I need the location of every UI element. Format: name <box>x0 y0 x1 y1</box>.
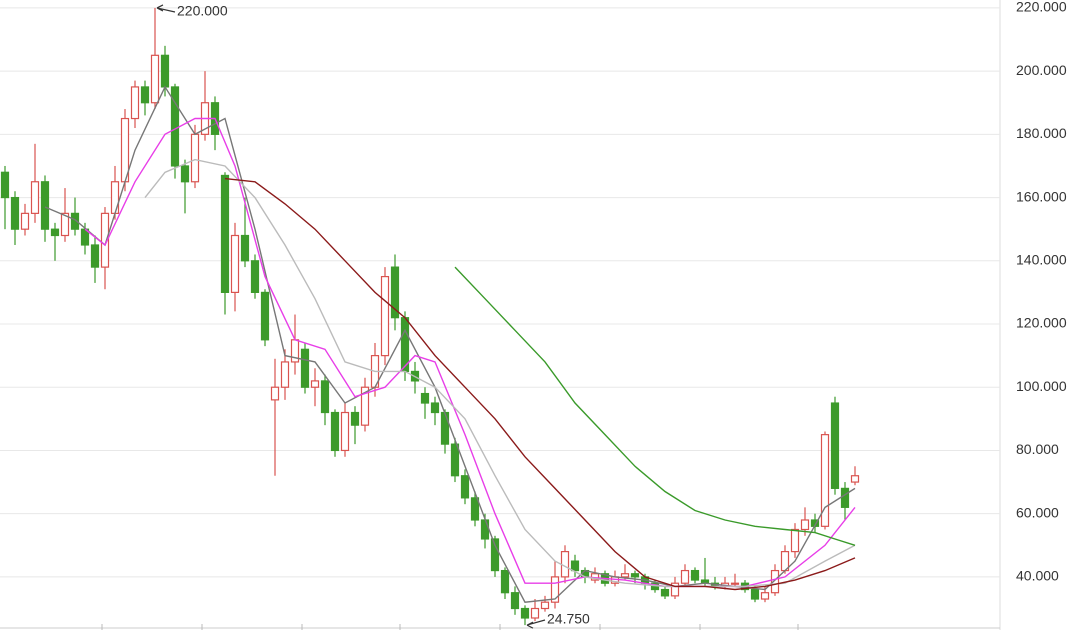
candle-body <box>510 592 520 610</box>
candle-body <box>110 181 120 214</box>
candle-body <box>440 411 450 445</box>
candle-body <box>840 487 850 508</box>
y-tick-label: 60.000 <box>1016 504 1059 520</box>
y-tick-label: 80.000 <box>1016 441 1059 457</box>
candle-body <box>520 607 530 619</box>
candle-body <box>150 54 160 104</box>
candle-body <box>470 497 480 521</box>
y-tick-label: 180.000 <box>1016 125 1067 141</box>
candle-body <box>160 54 170 88</box>
candle-body <box>490 538 500 572</box>
y-tick-label: 100.000 <box>1016 378 1067 394</box>
candle-body <box>320 380 330 414</box>
annotation-arrow <box>526 619 546 629</box>
candle-body <box>380 275 390 357</box>
candle-body <box>820 434 830 527</box>
moving-average-line <box>44 85 856 603</box>
candle-body <box>670 582 680 597</box>
y-tick-label: 140.000 <box>1016 251 1067 267</box>
candle-body <box>300 348 310 388</box>
moving-average-line <box>144 158 856 588</box>
candle-body <box>250 260 260 293</box>
candle-body <box>620 573 630 578</box>
candle-body <box>350 411 360 426</box>
candle-body <box>690 569 700 581</box>
moving-average-line <box>454 266 856 546</box>
candle-body <box>500 569 510 594</box>
candle-body <box>630 573 640 578</box>
candle-body <box>310 380 320 388</box>
moving-average-line <box>84 117 856 588</box>
candle-body <box>540 601 550 610</box>
candle-body <box>130 86 140 120</box>
candle-body <box>660 588 670 597</box>
moving-average-line <box>224 177 856 591</box>
y-tick-label: 120.000 <box>1016 315 1067 331</box>
candle-body <box>450 443 460 477</box>
candle-body <box>230 234 240 293</box>
candle-body <box>420 392 430 404</box>
candle-body <box>190 133 200 183</box>
candle-body <box>280 361 290 388</box>
candle-body <box>850 475 860 483</box>
y-tick-label: 220.000 <box>1016 0 1067 15</box>
candle-body <box>100 212 110 268</box>
candle-body <box>180 165 190 183</box>
candle-body <box>10 196 20 230</box>
candle-body <box>90 244 100 268</box>
candle-body <box>790 528 800 553</box>
candle-body <box>560 551 570 578</box>
candle-body <box>570 560 580 572</box>
candle-body <box>0 171 10 199</box>
y-tick-label: 200.000 <box>1016 62 1067 78</box>
y-tick-label: 40.000 <box>1016 568 1059 584</box>
candle-body <box>260 291 270 341</box>
candle-body <box>20 212 30 230</box>
candle-body <box>390 266 400 319</box>
candle-body <box>70 212 80 230</box>
x-axis-ticks <box>101 624 799 630</box>
candle-body <box>340 411 350 452</box>
candle-body <box>770 569 780 594</box>
candle-body <box>430 402 440 414</box>
candle-body <box>530 607 540 619</box>
candle-body <box>80 228 90 246</box>
candle-body <box>220 174 230 293</box>
candle-body <box>750 588 760 600</box>
candle-body <box>240 234 250 262</box>
y-tick-label: 160.000 <box>1016 188 1067 204</box>
candle-body <box>550 576 560 603</box>
candle-body <box>800 519 810 531</box>
candle-body <box>760 592 770 600</box>
candle-body <box>460 475 470 499</box>
candle-body <box>360 386 370 426</box>
annotation-arrow <box>156 4 176 13</box>
candle-body <box>270 386 280 401</box>
candle-body <box>830 402 840 489</box>
candle-body <box>30 181 40 214</box>
candle-body <box>40 181 50 230</box>
candle-body <box>480 519 490 540</box>
candle-body <box>140 86 150 104</box>
candle-body <box>60 212 70 237</box>
annotation-label: 24.750 <box>547 611 590 627</box>
candle-body <box>330 411 340 452</box>
candle-body <box>50 228 60 237</box>
candle-body <box>730 582 740 585</box>
candle-body <box>680 569 690 584</box>
annotation-label: 220.000 <box>177 3 228 19</box>
